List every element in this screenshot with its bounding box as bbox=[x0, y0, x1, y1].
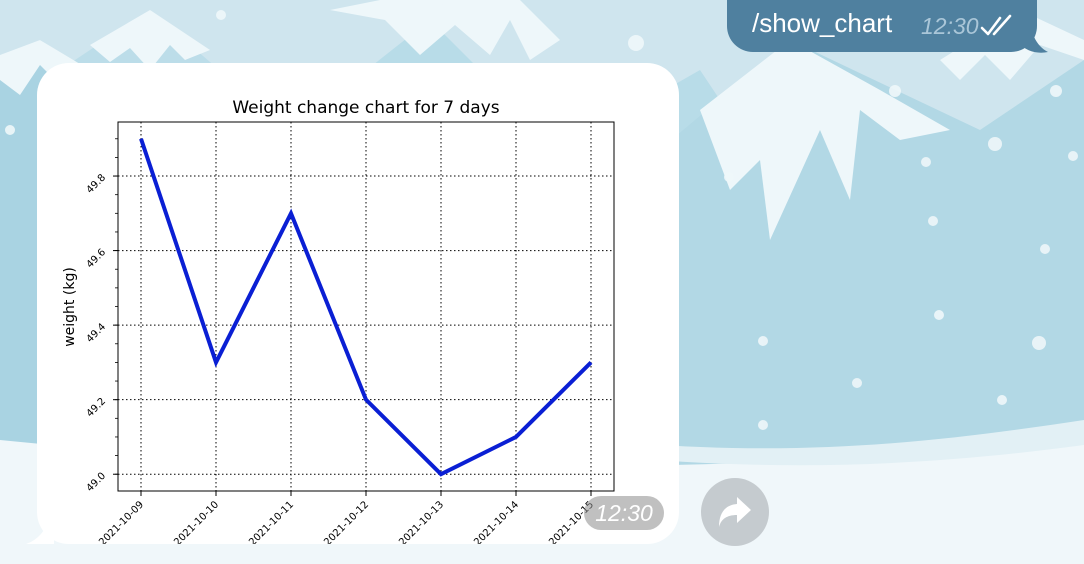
x-tick-label: 2021-10-13 bbox=[397, 499, 446, 544]
y-tick-label: 49.4 bbox=[85, 321, 109, 345]
y-tick-label: 49.2 bbox=[85, 396, 109, 420]
y-tick-label: 49.6 bbox=[85, 247, 109, 271]
x-tick-label: 2021-10-12 bbox=[322, 499, 371, 544]
outgoing-message-text: /show_chart bbox=[752, 8, 893, 38]
share-arrow-icon bbox=[719, 497, 751, 527]
y-axis-label: weight (kg) bbox=[62, 267, 78, 347]
chart-title: Weight change chart for 7 days bbox=[232, 98, 499, 118]
x-tick-label: 2021-10-09 bbox=[97, 499, 146, 544]
chart-message-bubble[interactable]: Weight change chart for 7 days 2021-10-0… bbox=[37, 63, 679, 544]
outgoing-message-bubble[interactable]: /show_chart 12:30 bbox=[727, 0, 1037, 52]
x-tick-label: 2021-10-11 bbox=[247, 499, 296, 544]
chart-series bbox=[139, 138, 593, 477]
share-button[interactable] bbox=[701, 478, 769, 546]
incoming-message-time: 12:30 bbox=[584, 496, 664, 530]
double-check-icon bbox=[980, 14, 1012, 36]
x-tick-label: 2021-10-10 bbox=[172, 499, 221, 544]
x-tick-label: 2021-10-14 bbox=[472, 499, 521, 544]
y-tick-label: 49.8 bbox=[85, 172, 109, 196]
y-tick-label: 49.0 bbox=[85, 471, 109, 495]
outgoing-message-time: 12:30 bbox=[921, 13, 979, 39]
chart-grid bbox=[118, 122, 614, 491]
weight-line-chart: Weight change chart for 7 days 2021-10-0… bbox=[62, 98, 615, 544]
